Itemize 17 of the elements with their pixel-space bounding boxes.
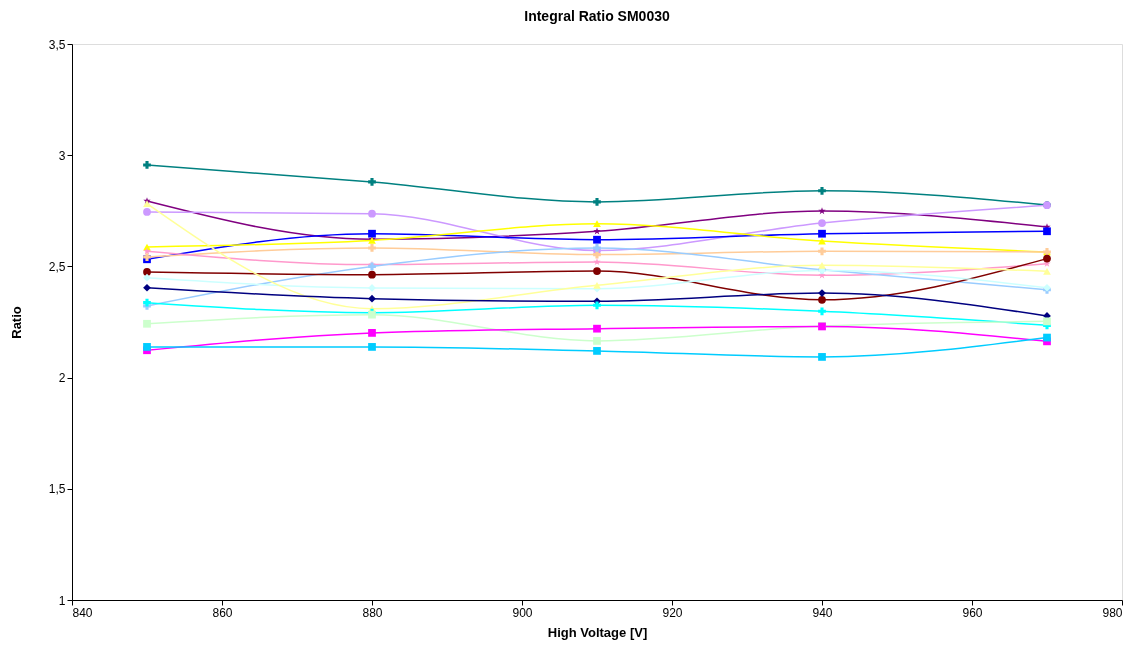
x-tick-label: 940 bbox=[812, 605, 833, 620]
chart-title: Integral Ratio SM0030 bbox=[524, 8, 670, 24]
y-tick-label: 3,5 bbox=[48, 37, 66, 52]
y-tick-label: 1,5 bbox=[48, 482, 66, 497]
y-tick-label: 1 bbox=[58, 593, 66, 608]
y-tick-label: 3 bbox=[58, 148, 66, 163]
x-tick-label: 900 bbox=[512, 605, 533, 620]
x-tick-label: 960 bbox=[962, 605, 983, 620]
x-tick-label: 920 bbox=[662, 605, 683, 620]
x-axis-title: High Voltage [V] bbox=[547, 624, 648, 640]
x-tick-label: 880 bbox=[362, 605, 383, 620]
x-tick-label: 980 bbox=[1102, 605, 1123, 620]
y-axis-title: Ratio bbox=[8, 306, 24, 339]
y-tick-label: 2,5 bbox=[48, 259, 66, 274]
x-tick-label: 840 bbox=[72, 605, 93, 620]
y-tick-label: 2 bbox=[58, 371, 66, 386]
x-tick-label: 860 bbox=[212, 605, 233, 620]
